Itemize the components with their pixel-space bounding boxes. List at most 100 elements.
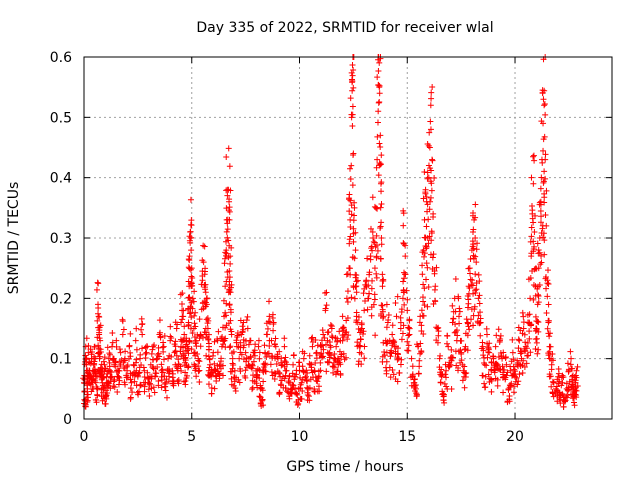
data-point (182, 369, 189, 376)
data-point (531, 243, 538, 250)
data-point (522, 339, 529, 346)
data-point (97, 337, 104, 344)
data-point (91, 343, 98, 350)
data-point (495, 326, 502, 333)
data-point (271, 376, 278, 383)
data-point (190, 350, 197, 357)
y-axis-label: SRMTID / TECUs (6, 182, 22, 295)
data-point (344, 288, 351, 295)
data-point (308, 361, 315, 368)
data-point (528, 202, 535, 209)
y-tick-labels: 0 0.1 0.2 0.3 0.4 0.5 0.6 (50, 50, 72, 428)
data-point (550, 378, 557, 385)
data-point (549, 350, 556, 357)
data-point (540, 230, 547, 237)
data-point (303, 367, 310, 374)
data-point (399, 295, 406, 302)
data-point (169, 374, 176, 381)
data-point (282, 367, 289, 374)
data-point (191, 288, 198, 295)
x-tick-label: 15 (398, 429, 416, 445)
data-point (528, 174, 535, 181)
data-point (223, 153, 230, 160)
data-point (541, 190, 548, 197)
data-point (101, 354, 108, 361)
data-point (498, 353, 505, 360)
data-point (475, 271, 482, 278)
data-point (317, 359, 324, 366)
data-point (84, 394, 91, 401)
data-point (253, 380, 260, 387)
data-point (394, 345, 401, 352)
data-point (160, 339, 167, 346)
data-point (448, 357, 455, 364)
data-point (202, 281, 209, 288)
data-point (226, 268, 233, 275)
data-point (390, 371, 397, 378)
data-point (238, 351, 245, 358)
data-point (484, 331, 491, 338)
data-point (542, 175, 549, 182)
data-point (195, 363, 202, 370)
data-point (225, 145, 232, 152)
data-point (255, 343, 262, 350)
data-point (256, 375, 263, 382)
data-point (94, 373, 101, 380)
data-point (186, 338, 193, 345)
data-point (339, 337, 346, 344)
data-point (188, 247, 195, 254)
data-point (527, 349, 534, 356)
data-point (160, 343, 167, 350)
data-point (315, 375, 322, 382)
data-point (394, 378, 401, 385)
data-point (128, 379, 135, 386)
data-point (290, 361, 297, 368)
data-point (348, 111, 355, 118)
data-point (305, 393, 312, 400)
data-point (373, 254, 380, 261)
data-point (371, 296, 378, 303)
x-tick-label: 20 (506, 429, 524, 445)
data-point (506, 396, 513, 403)
data-point (311, 388, 318, 395)
data-point (347, 176, 354, 183)
data-point (109, 329, 116, 336)
data-point (485, 345, 492, 352)
data-point (374, 156, 381, 163)
data-point (116, 367, 123, 374)
data-point (168, 353, 175, 360)
data-point (477, 315, 484, 322)
data-point (262, 368, 269, 375)
y-tick-label: 0.5 (50, 110, 72, 126)
data-point (375, 68, 382, 75)
data-point (493, 362, 500, 369)
data-point (371, 291, 378, 298)
data-point (196, 358, 203, 365)
data-point (156, 317, 163, 324)
data-point (244, 325, 251, 332)
data-point (421, 253, 428, 260)
data-point (228, 244, 235, 251)
data-points (80, 54, 581, 410)
data-point (319, 342, 326, 349)
data-point (266, 298, 273, 305)
data-point (181, 323, 188, 330)
data-point (226, 301, 233, 308)
data-point (124, 362, 131, 369)
data-point (349, 182, 356, 189)
data-point (482, 384, 489, 391)
data-point (379, 353, 386, 360)
data-point (540, 147, 547, 154)
data-point (371, 265, 378, 272)
data-point (470, 322, 477, 329)
data-point (542, 156, 549, 163)
data-point (387, 353, 394, 360)
data-point (265, 318, 272, 325)
data-point (127, 349, 134, 356)
data-point (121, 357, 128, 364)
data-point (283, 361, 290, 368)
data-point (205, 346, 212, 353)
data-point (535, 346, 542, 353)
data-point (431, 174, 438, 181)
data-point (113, 343, 120, 350)
